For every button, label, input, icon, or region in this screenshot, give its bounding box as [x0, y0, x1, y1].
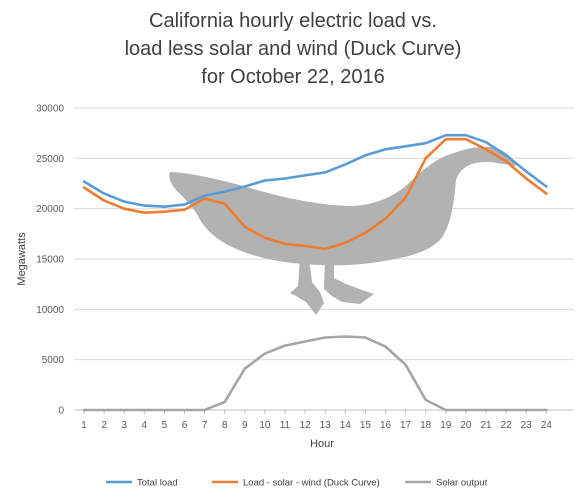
chart-title: California hourly electric load vs. load… [0, 7, 586, 91]
chart-title-line-1: California hourly electric load vs. [149, 10, 437, 32]
x-tick-label: 16 [380, 420, 392, 431]
chart-title-line-3: for October 22, 2016 [201, 66, 385, 88]
duck-silhouette [169, 146, 516, 315]
x-tick-label: 9 [242, 420, 248, 431]
x-tick-label: 13 [320, 420, 332, 431]
y-tick-label: 20000 [36, 204, 64, 215]
chart-title-line-2: load less solar and wind (Duck Curve) [124, 38, 462, 60]
x-tick-label: 20 [460, 420, 472, 431]
x-tick-label: 17 [400, 420, 412, 431]
x-tick-label: 24 [541, 420, 553, 431]
x-tick-label: 18 [420, 420, 432, 431]
x-tick-label: 4 [142, 420, 148, 431]
x-tick-label: 14 [340, 420, 352, 431]
x-tick-label: 10 [259, 420, 271, 431]
y-tick-label: 5000 [42, 355, 65, 366]
legend-label-2: Solar output [436, 478, 488, 489]
y-tick-label: 25000 [36, 154, 64, 165]
x-tick-label: 19 [440, 420, 452, 431]
x-tick-label: 11 [280, 420, 291, 431]
x-tick-label: 15 [360, 420, 372, 431]
x-tick-label: 21 [480, 420, 492, 431]
x-tick-label: 23 [521, 420, 533, 431]
duck-leg-right [324, 258, 374, 304]
legend: Total load Load - solar - wind (Duck Curv… [106, 478, 488, 489]
legend-label-0: Total load [137, 478, 178, 489]
legend-label-1: Load - solar - wind (Duck Curve) [243, 478, 380, 489]
x-tick-label: 22 [501, 420, 513, 431]
y-tick-label: 10000 [36, 305, 64, 316]
series-line-2 [82, 335, 548, 412]
y-axis-title: Megawatts [16, 232, 28, 286]
x-tick-label: 3 [121, 420, 127, 431]
x-tick-label: 8 [222, 420, 228, 431]
x-tick-label: 7 [202, 420, 208, 431]
x-tick-label: 12 [300, 420, 312, 431]
series-lines [82, 133, 548, 412]
x-tick-label: 6 [182, 420, 188, 431]
duck-leg-left [290, 258, 324, 315]
x-tick-label: 2 [101, 420, 107, 431]
series-line-1 [82, 137, 548, 251]
x-tick-label: 5 [162, 420, 168, 431]
y-tick-label: 30000 [36, 104, 64, 115]
series-line-0 [82, 133, 548, 208]
y-tick-label: 15000 [36, 255, 64, 266]
x-tick-label: 1 [81, 420, 87, 431]
duck-body [169, 146, 516, 266]
x-axis-title: Hour [310, 438, 334, 450]
y-tick-label: 0 [58, 406, 64, 417]
